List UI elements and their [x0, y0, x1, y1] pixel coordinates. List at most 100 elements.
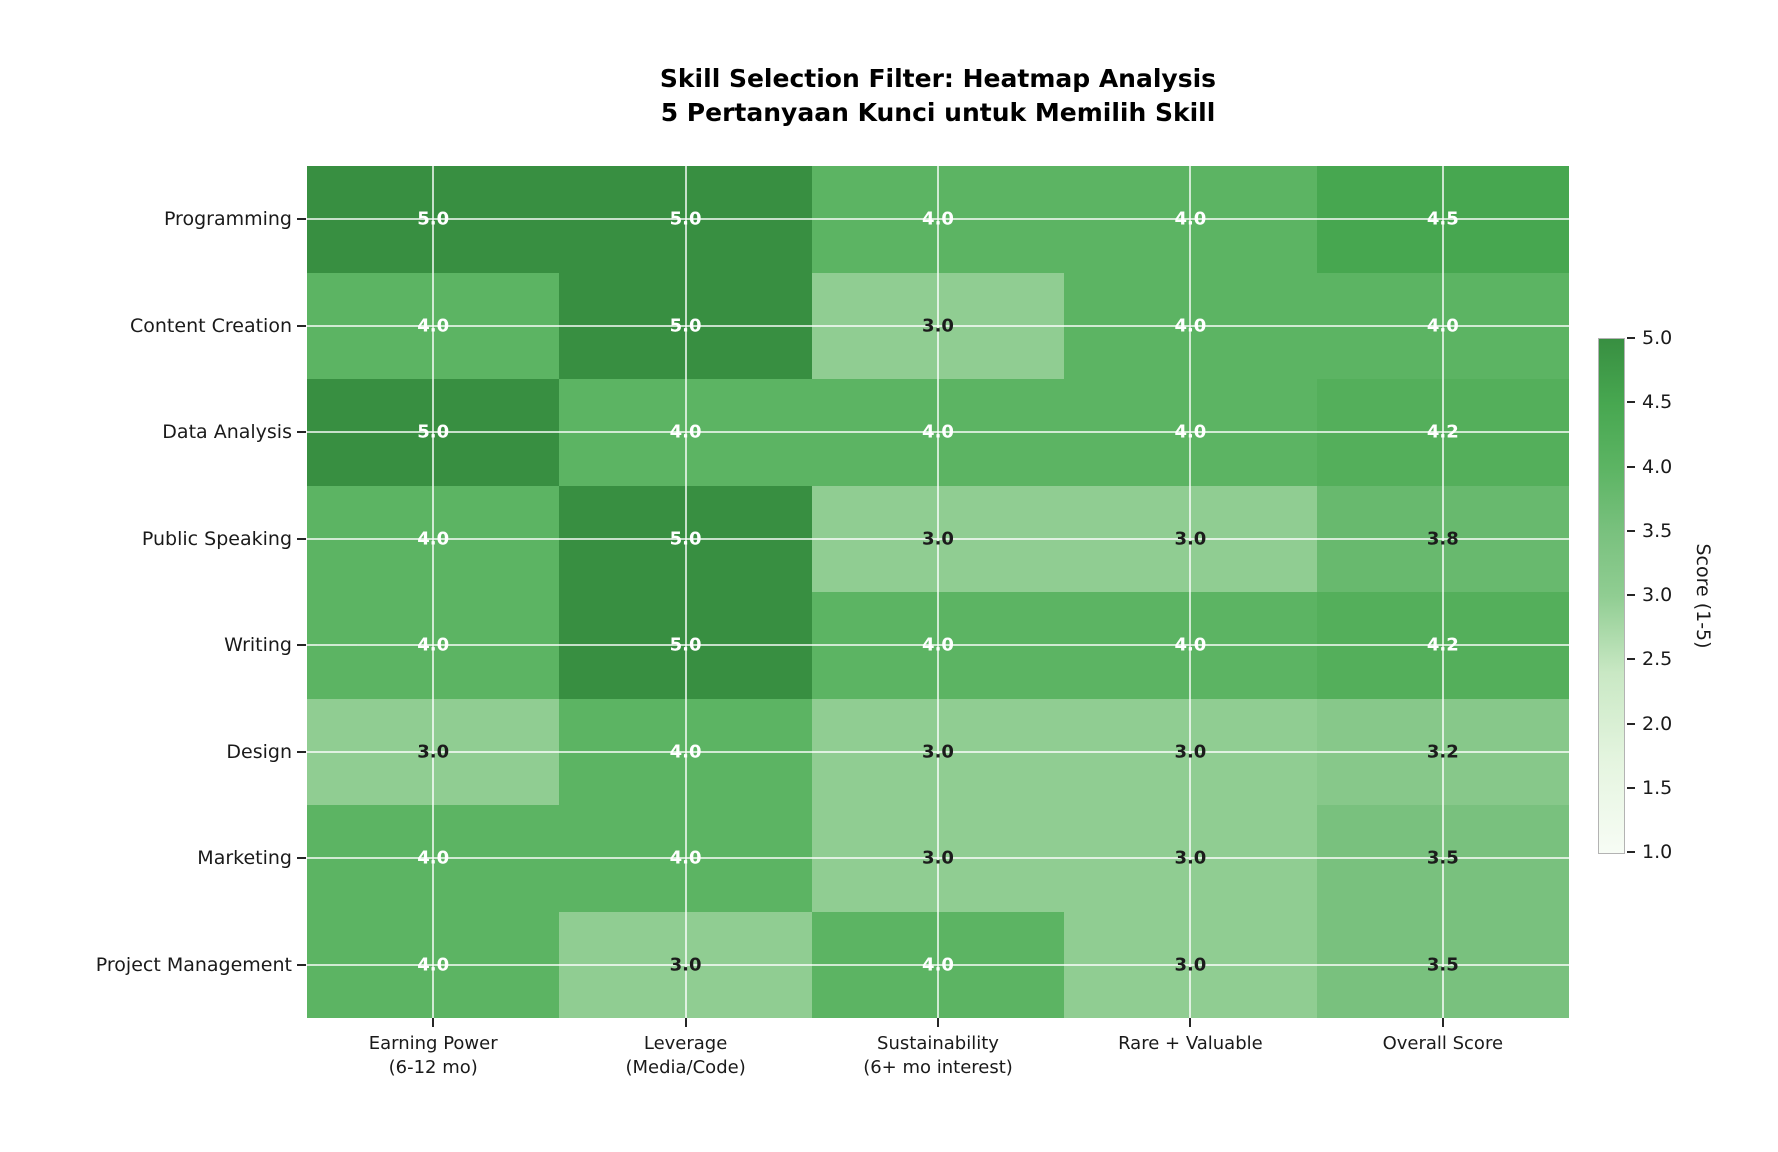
cell-value: 4.0 [1174, 315, 1207, 337]
gridline-vertical [685, 166, 687, 1018]
x-axis-tick [432, 1018, 434, 1027]
col-label-line: Leverage [643, 1033, 728, 1054]
x-axis-tick [937, 1018, 939, 1027]
y-axis-tick [297, 218, 306, 220]
colorbar-tick-label: 5.0 [1642, 327, 1673, 349]
colorbar-tick [1627, 851, 1635, 853]
cell-value: 3.0 [1174, 741, 1207, 763]
row-label: Design [226, 740, 292, 763]
colorbar [1598, 338, 1625, 854]
y-axis-tick [297, 964, 306, 966]
cell-value: 4.0 [922, 954, 954, 976]
col-label: Sustainability (6+ mo interest) [863, 1032, 1013, 1080]
gridline-vertical [937, 166, 939, 1018]
x-axis-tick [685, 1018, 687, 1027]
cell-value: 4.2 [1426, 634, 1459, 656]
cell-value: 4.0 [417, 954, 450, 976]
colorbar-axis-label: Score (1-5) [1692, 543, 1714, 649]
colorbar-tick-label: 1.5 [1642, 776, 1673, 799]
col-label-line: Sustainability [877, 1033, 999, 1054]
colorbar-tick-label: 2.5 [1642, 648, 1673, 671]
gridline-vertical [1442, 166, 1444, 1018]
colorbar-tick [1627, 401, 1635, 403]
colorbar-tick-label: 2.0 [1642, 712, 1673, 735]
cell-value: 3.0 [669, 954, 702, 976]
cell-value: 5.0 [417, 208, 450, 230]
chart-title: Skill Selection Filter: Heatmap Analysis… [307, 62, 1569, 130]
cell-value: 3.5 [1426, 847, 1459, 869]
y-axis-tick [297, 325, 306, 327]
colorbar-tick-label: 4.0 [1642, 455, 1673, 478]
col-label-line: (Media/Code) [625, 1057, 746, 1078]
colorbar-tick-label: 3.0 [1642, 584, 1673, 606]
colorbar-tick-label: 1.0 [1642, 841, 1673, 863]
cell-value: 3.0 [922, 528, 954, 550]
y-axis-tick [297, 431, 306, 433]
y-axis-tick [297, 751, 306, 753]
row-label: Public Speaking [141, 527, 292, 550]
cell-value: 3.8 [1426, 528, 1459, 550]
row-label: Content Creation [130, 314, 292, 337]
cell-value: 3.2 [1426, 741, 1459, 763]
cell-value: 4.0 [669, 847, 702, 869]
x-axis-tick [1189, 1018, 1191, 1027]
cell-value: 3.0 [922, 741, 954, 763]
colorbar-tick [1627, 594, 1635, 596]
cell-value: 5.0 [669, 208, 702, 230]
cell-value: 4.0 [922, 208, 954, 230]
cell-value: 4.0 [669, 741, 702, 763]
heatmap-plot-area: 5.0 5.0 4.0 4.0 4.5 4.0 5.0 3.0 4.0 4.0 5.0 4.0 4.0 4… [307, 166, 1569, 1018]
cell-value: 4.0 [1174, 634, 1207, 656]
col-label-line: Rare + Valuable [1118, 1033, 1263, 1054]
row-label: Marketing [197, 847, 292, 870]
cell-value: 4.2 [1426, 421, 1459, 443]
colorbar-tick [1627, 723, 1635, 725]
cell-value: 4.0 [417, 847, 450, 869]
colorbar-tick-label: 3.5 [1642, 519, 1673, 542]
colorbar-tick [1627, 787, 1635, 789]
cell-value: 5.0 [669, 315, 702, 337]
col-label: Rare + Valuable [1118, 1032, 1263, 1056]
gridline-vertical [1189, 166, 1191, 1018]
cell-value: 4.0 [417, 528, 450, 550]
cell-value: 4.0 [669, 421, 702, 443]
cell-value: 3.0 [1174, 847, 1207, 869]
y-axis-tick [297, 538, 306, 540]
row-label: Project Management [95, 953, 292, 976]
cell-value: 4.0 [417, 634, 450, 656]
cell-value: 3.5 [1426, 954, 1459, 976]
col-label-line: (6-12 mo) [388, 1057, 478, 1078]
chart-title-line2: 5 Pertanyaan Kunci untuk Memilih Skill [660, 98, 1216, 127]
col-label: Earning Power (6-12 mo) [369, 1032, 498, 1080]
cell-value: 3.0 [1174, 954, 1207, 976]
row-label: Writing [224, 634, 292, 657]
cell-value: 4.5 [1426, 208, 1459, 230]
col-label: Overall Score [1383, 1032, 1503, 1056]
colorbar-gradient [1599, 339, 1624, 853]
col-label-line: Earning Power [368, 1033, 498, 1054]
gridline-vertical [432, 166, 434, 1018]
cell-value: 4.0 [417, 315, 450, 337]
cell-value: 3.0 [417, 741, 450, 763]
cell-value: 4.0 [1174, 208, 1207, 230]
row-label: Data Analysis [162, 421, 292, 444]
cell-value: 5.0 [669, 528, 702, 550]
cell-value: 5.0 [417, 421, 450, 443]
col-label-line: Overall Score [1382, 1033, 1504, 1054]
cell-value: 3.0 [922, 847, 954, 869]
cell-value: 5.0 [669, 634, 702, 656]
colorbar-tick [1627, 466, 1635, 468]
y-axis-tick [297, 857, 306, 859]
x-axis-tick [1442, 1018, 1444, 1027]
cell-value: 3.0 [922, 315, 954, 337]
colorbar-tick-label: 4.5 [1642, 391, 1673, 414]
chart-title-line1: Skill Selection Filter: Heatmap Analysis [659, 64, 1217, 93]
col-label-line: (6+ mo interest) [863, 1057, 1013, 1078]
cell-value: 4.0 [1174, 421, 1207, 443]
cell-value: 4.0 [922, 421, 954, 443]
colorbar-tick [1627, 658, 1635, 660]
y-axis-tick [297, 644, 306, 646]
cell-value: 4.0 [922, 634, 954, 656]
colorbar-tick [1627, 530, 1635, 532]
